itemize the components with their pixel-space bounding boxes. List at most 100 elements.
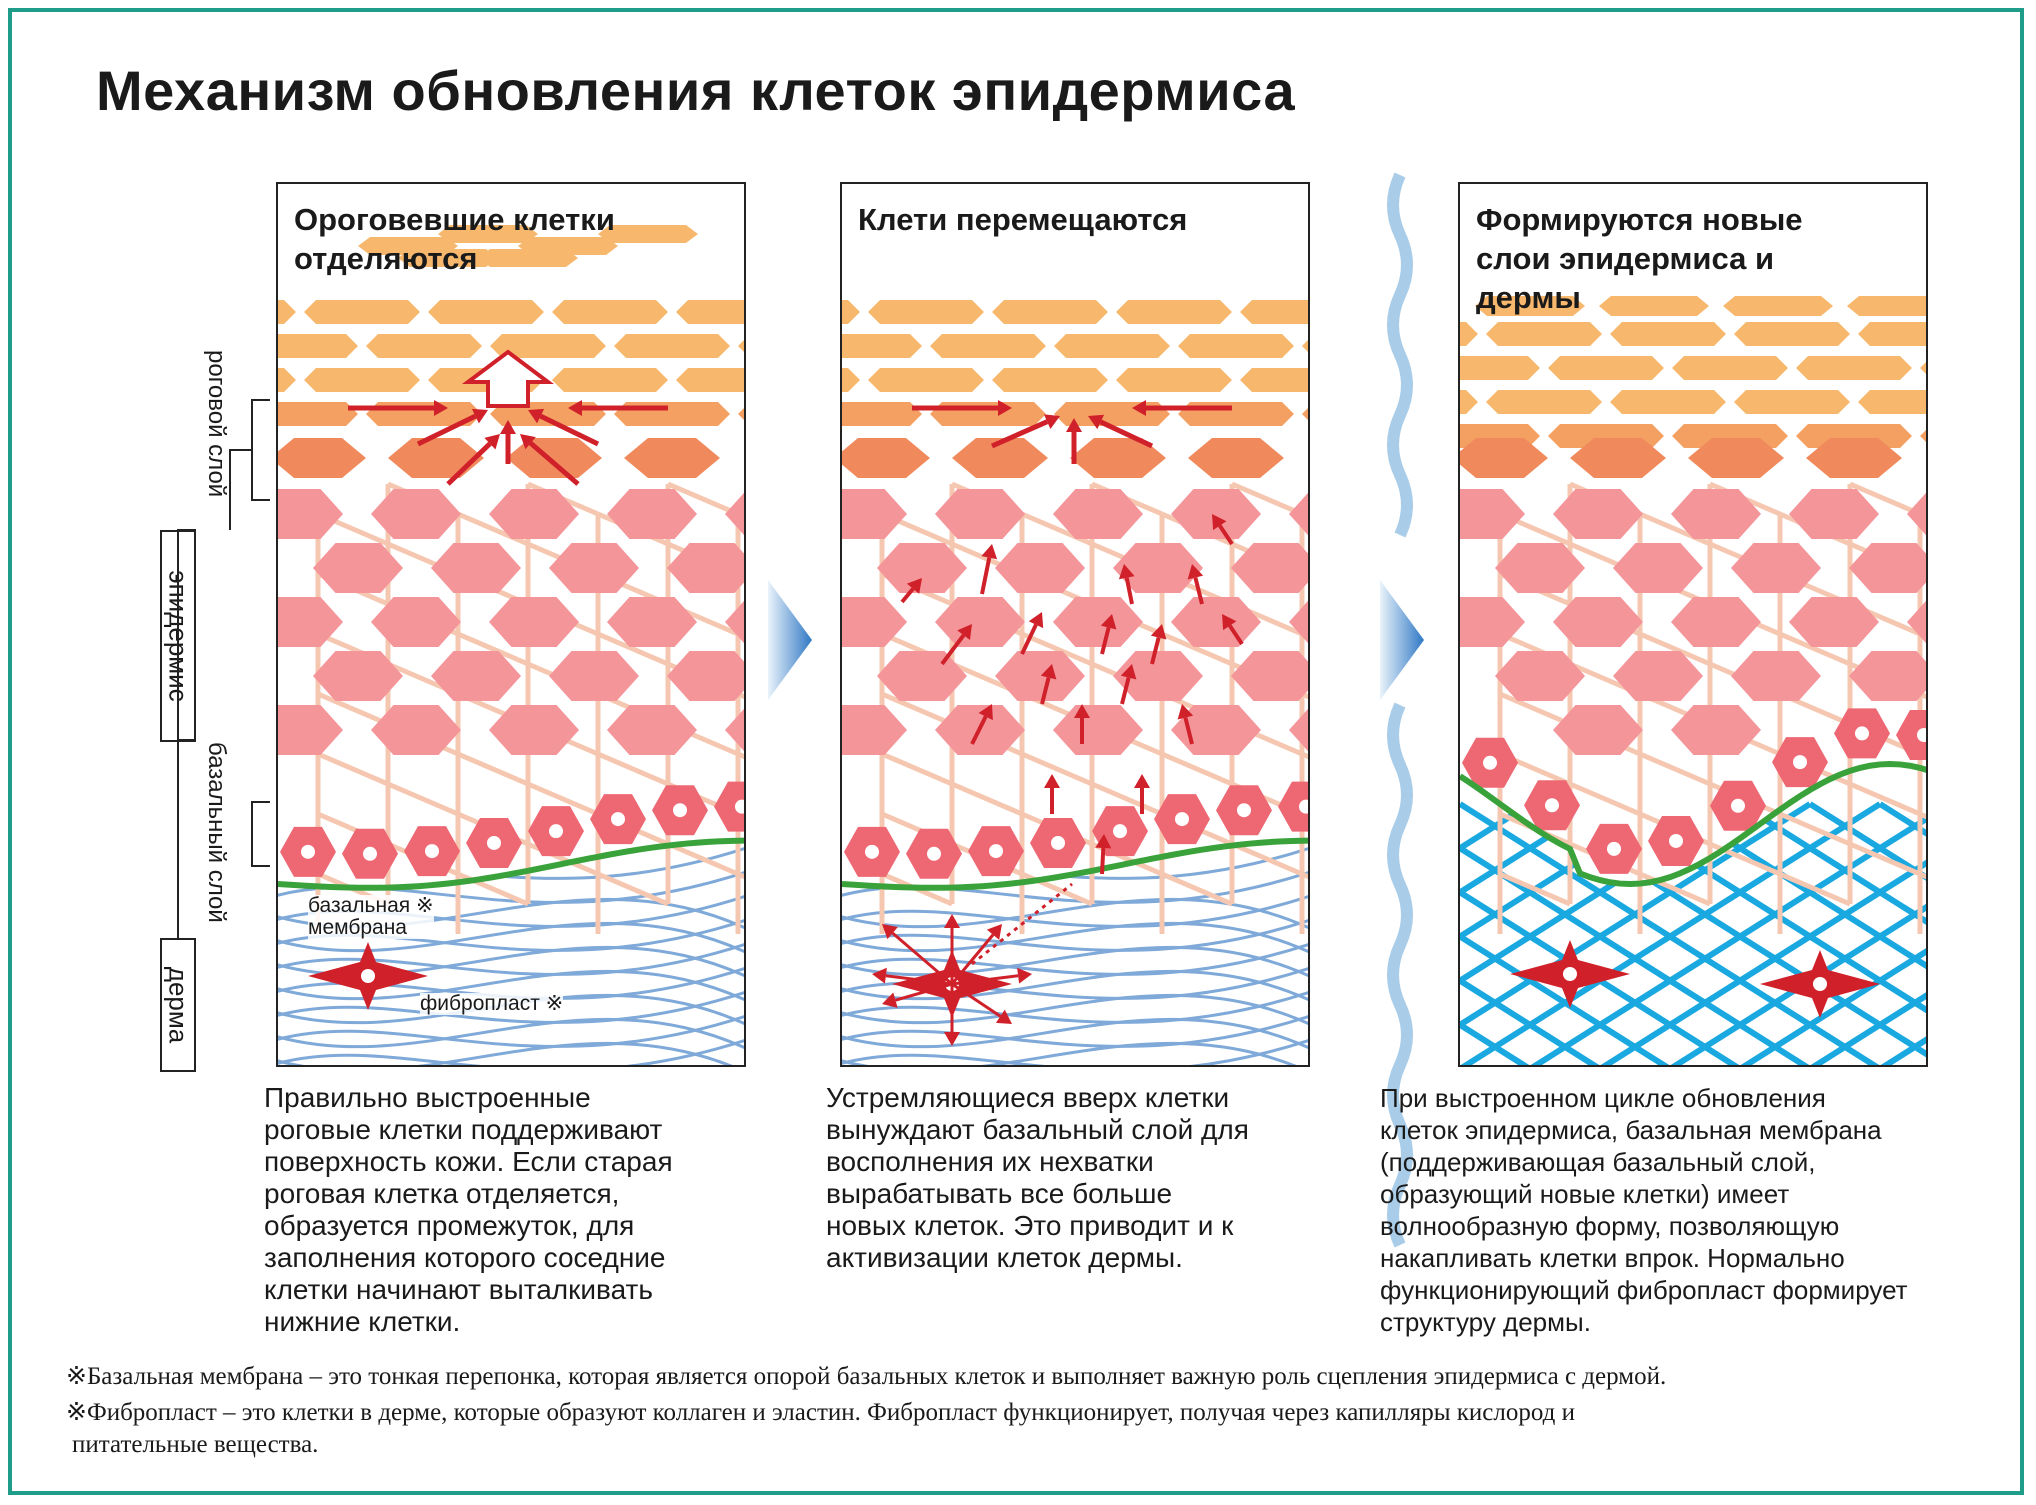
granular-cell [842, 438, 930, 478]
spinous-cell [1671, 705, 1761, 755]
spinous-cell [371, 597, 461, 647]
spinous-cell [278, 705, 343, 755]
spinous-cell [1731, 543, 1821, 593]
horny-cell [1796, 356, 1912, 380]
red-arrow-icon [990, 414, 1060, 449]
spinous-cell [1171, 597, 1261, 647]
horny-cell [366, 334, 482, 358]
horny-cell [1858, 322, 1926, 346]
horny-cell [1178, 334, 1294, 358]
footnote-fibroblast-cont: питательные вещества. [72, 1431, 319, 1458]
horny-cell [1302, 408, 1308, 420]
horny-cell [1240, 368, 1308, 392]
spinous-cell [935, 489, 1025, 539]
cell-junction [527, 781, 599, 817]
red-arrow-icon [416, 408, 488, 447]
spinous-cell [1495, 543, 1585, 593]
horny-cell [992, 368, 1108, 392]
basal-cell [1896, 709, 1926, 760]
dermis-fiber [278, 1041, 733, 1065]
fibroblast-label: фибропласт ※ [420, 992, 564, 1015]
detached-horny-cell [478, 249, 578, 267]
spinous-cell [1731, 651, 1821, 701]
horny-cell [428, 300, 544, 324]
spinous-cell [1553, 489, 1643, 539]
basal-membrane-label: базальная ※ мембрана [308, 894, 434, 939]
spinous-cell [371, 489, 461, 539]
dermis-fiber [842, 1038, 1308, 1065]
dermis-fiber [278, 1038, 744, 1065]
cell-junction [1091, 781, 1163, 817]
dermis-fiber [842, 945, 1308, 978]
label-epidermis: эпидермис [160, 530, 196, 742]
horny-cell [490, 334, 606, 358]
red-arrow-icon [1020, 612, 1044, 655]
horny-cell [278, 334, 358, 358]
red-arrow-icon [1177, 704, 1194, 745]
cell-junction [1161, 871, 1233, 907]
horny-cell [1486, 322, 1602, 346]
granular-cell [952, 438, 1048, 478]
basal-cell-nucleus [1731, 798, 1745, 813]
red-arrow-icon [1212, 514, 1234, 546]
granular-cell [388, 438, 484, 478]
horny-cell [842, 402, 922, 426]
spinous-cell [1613, 651, 1703, 701]
spinous-cell [371, 705, 461, 755]
cell-junction [1021, 631, 1093, 667]
spinous-cell [431, 543, 521, 593]
spinous-cell [1231, 651, 1308, 701]
footnote-basal-membrane: ※Базальная мембрана – это тонкая перепон… [66, 1363, 1667, 1390]
granular-cell [1688, 438, 1784, 478]
horny-cell [1920, 430, 1926, 442]
horny-cell [1116, 368, 1232, 392]
cell-junction [1499, 871, 1571, 907]
basal-cell-nucleus [1113, 824, 1127, 839]
horny-cell [676, 300, 744, 324]
dermis-fiber [278, 1014, 744, 1048]
dermis-fiber [842, 1017, 1308, 1050]
red-arrow-icon [348, 400, 448, 416]
cell-junction [1779, 811, 1851, 847]
page-title: Механизм обновления клеток эпидермиса [96, 59, 1296, 122]
fibroblast-cell [1510, 940, 1630, 1008]
red-arrow-icon [872, 967, 953, 986]
dermis-fiber [842, 966, 1308, 1000]
cell-junction [1499, 691, 1571, 727]
spinous-cell [607, 705, 697, 755]
basal-cell [714, 781, 744, 832]
basal-cell-nucleus [673, 803, 687, 818]
red-arrow-icon [1150, 624, 1167, 665]
horny-cell [1734, 390, 1850, 414]
dermis-fiber [842, 897, 1308, 930]
spinous-cell [725, 600, 744, 644]
spinous-cell [725, 708, 744, 752]
cell-junction [1779, 631, 1851, 667]
spinous-cell [995, 651, 1085, 701]
dermis-fiber [278, 1017, 744, 1050]
red-arrow-icon [1132, 400, 1232, 416]
granular-cell [1188, 438, 1284, 478]
cell-junction [317, 751, 389, 787]
detached-horny-cell [438, 225, 538, 243]
spinous-cell [1053, 597, 1143, 647]
red-arrow-icon [1222, 614, 1244, 646]
horny-cell [304, 300, 420, 324]
horny-cell [1548, 356, 1664, 380]
spinous-cell [549, 651, 639, 701]
basal-membrane [842, 837, 1308, 891]
red-arrow-icon [1134, 774, 1150, 814]
epidermis-diagram [1460, 184, 1926, 1065]
horny-cell [1672, 356, 1788, 380]
outline-arrow-icon [462, 349, 554, 408]
granular-cell [1460, 438, 1548, 478]
red-arrow-icon [912, 400, 1012, 416]
spinous-cell [607, 489, 697, 539]
detached-horny-cell [598, 225, 698, 243]
spinous-cell [935, 597, 1025, 647]
spinous-cell [1789, 597, 1879, 647]
frame-border [8, 8, 2024, 1495]
red-arrow-icon [1095, 834, 1112, 875]
red-arrow-icon [950, 924, 1002, 985]
spinous-cell [549, 543, 639, 593]
